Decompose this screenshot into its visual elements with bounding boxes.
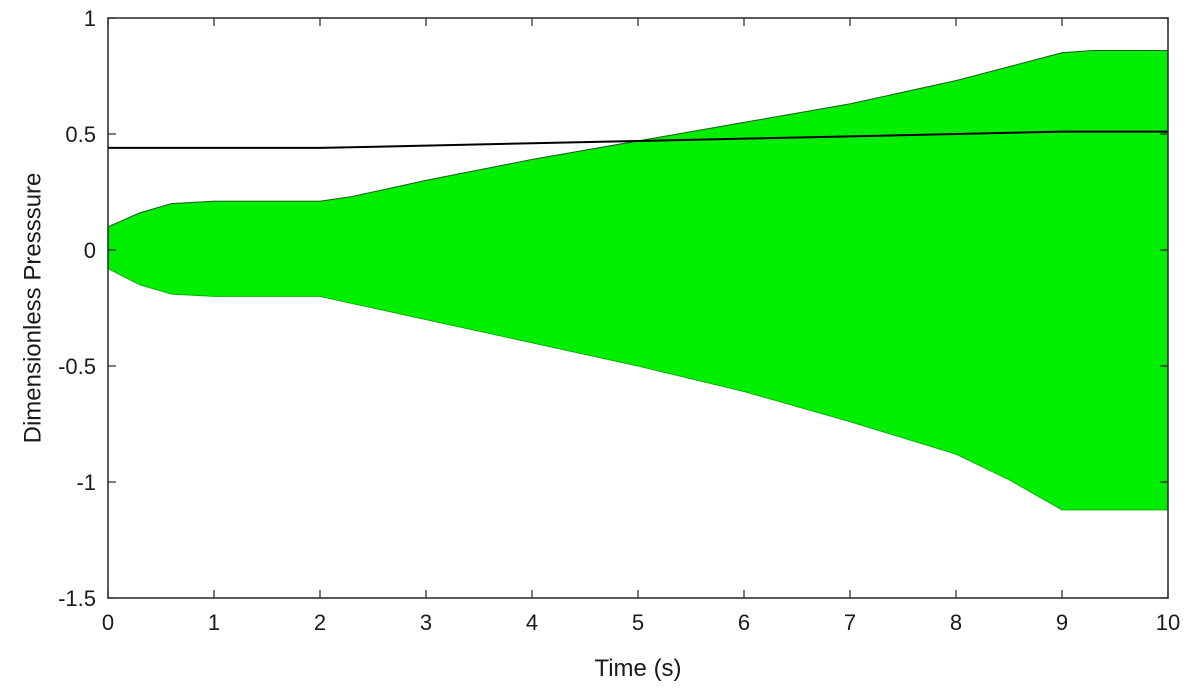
x-tick-label: 5 <box>632 610 644 635</box>
x-tick-label: 1 <box>208 610 220 635</box>
envelope-upper-edge <box>107 49 1168 228</box>
y-tick-label: -1 <box>76 470 96 495</box>
x-tick-label: 2 <box>314 610 326 635</box>
x-tick-label: 9 <box>1056 610 1068 635</box>
x-tick-label: 10 <box>1156 610 1180 635</box>
x-tick-label: 4 <box>526 610 538 635</box>
x-tick-label: 3 <box>420 610 432 635</box>
mean-pressure-line <box>108 130 1168 149</box>
x-tick-label: 7 <box>844 610 856 635</box>
y-tick-label: -0.5 <box>58 354 96 379</box>
envelope-lower-edge <box>107 268 1168 511</box>
axis-ticks: 0 1 2 3 4 5 6 7 8 9 10 -1.5 -1 -0.5 0 0.5 1 <box>58 6 1180 635</box>
x-tick-label: 6 <box>738 610 750 635</box>
y-tick-label: 1 <box>84 6 96 31</box>
y-tick-label: 0 <box>84 238 96 263</box>
x-tick-label: 8 <box>950 610 962 635</box>
x-axis-label: Time (s) <box>594 655 681 682</box>
x-tick-label: 0 <box>102 610 114 635</box>
y-axis-label: Dimensionless Presssure <box>19 173 46 444</box>
y-tick-label: -1.5 <box>58 586 96 611</box>
y-tick-label: 0.5 <box>65 122 96 147</box>
